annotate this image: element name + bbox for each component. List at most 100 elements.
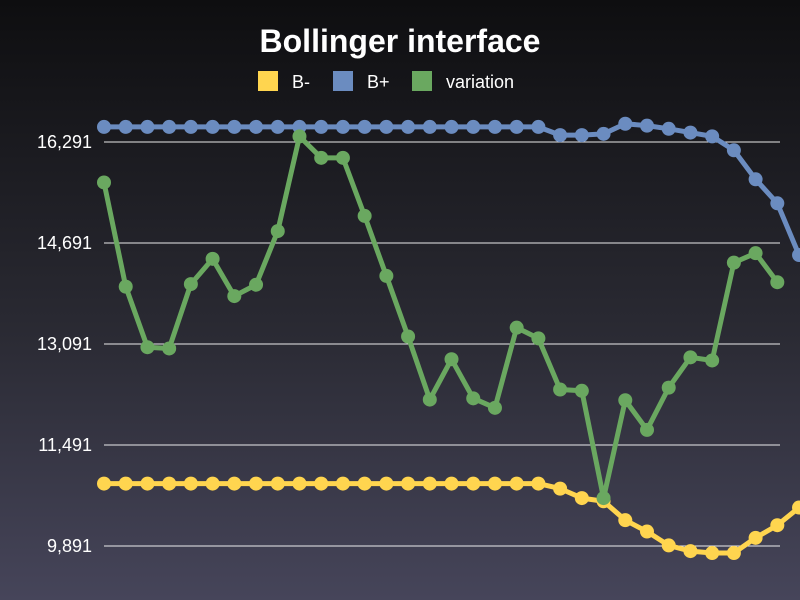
series-1-point-4 — [183, 119, 198, 134]
series-2-point-14 — [401, 329, 416, 344]
legend-label-1: B+ — [367, 72, 390, 92]
series-0-point-5 — [205, 476, 220, 491]
series-2-point-31 — [770, 275, 785, 290]
legend-swatch-Bplus — [333, 71, 353, 91]
series-2-point-29 — [726, 255, 741, 270]
series-0-point-31 — [770, 518, 785, 533]
series-1-point-24 — [618, 116, 633, 131]
series-1-point-29 — [726, 143, 741, 158]
series-0-point-28 — [705, 546, 720, 561]
series-0-point-6 — [227, 476, 242, 491]
series-0-point-14 — [401, 476, 416, 491]
series-2-point-22 — [574, 383, 589, 398]
series-0-point-18 — [487, 476, 502, 491]
series-2-point-12 — [357, 208, 372, 223]
series-2-point-13 — [379, 268, 394, 283]
series-2 — [97, 129, 785, 506]
series-1-point-28 — [705, 129, 720, 144]
series-0-point-17 — [466, 476, 481, 491]
series-1-point-26 — [661, 121, 676, 136]
series-2-point-23 — [596, 491, 611, 506]
series-1-point-19 — [509, 119, 524, 134]
series-1-point-17 — [466, 119, 481, 134]
series-2-point-17 — [466, 391, 481, 406]
series-1-point-12 — [357, 119, 372, 134]
series-2-point-24 — [618, 393, 633, 408]
series-2-point-6 — [227, 289, 242, 304]
series-1-point-13 — [379, 119, 394, 134]
series-0-point-30 — [748, 530, 763, 545]
series-2-point-3 — [162, 341, 177, 356]
series-2-point-25 — [640, 422, 654, 437]
series-1-point-10 — [314, 119, 329, 134]
series-0-point-19 — [509, 476, 524, 491]
series-1-point-20 — [531, 119, 546, 134]
series-1-point-6 — [227, 119, 242, 134]
series-2-point-28 — [705, 353, 720, 368]
series-1-point-18 — [487, 119, 502, 134]
series-2-point-11 — [335, 150, 350, 165]
series-0-point-13 — [379, 476, 394, 491]
series-0 — [97, 476, 800, 561]
series-1-point-30 — [748, 172, 763, 187]
series-0-point-0 — [97, 476, 111, 491]
legend-label-0: B- — [292, 72, 310, 92]
series-layer — [97, 116, 800, 561]
legend-swatch-Bminus — [258, 71, 278, 91]
series-0-point-29 — [726, 546, 741, 561]
series-1-point-2 — [140, 119, 155, 134]
series-1-point-5 — [205, 119, 220, 134]
y-axis-tick-labels: 9,891 11,491 13,091 14,691 16,291 — [37, 132, 92, 556]
series-1-point-7 — [249, 119, 264, 134]
legend: B- B+ variation — [258, 71, 514, 92]
series-1-point-14 — [401, 119, 416, 134]
series-2-point-9 — [292, 129, 307, 144]
series-2-point-5 — [205, 251, 220, 266]
series-0-point-20 — [531, 476, 546, 491]
series-1-point-0 — [97, 119, 111, 134]
series-0-point-8 — [270, 476, 285, 491]
series-1 — [97, 116, 800, 263]
series-2-point-16 — [444, 352, 459, 367]
series-1-point-8 — [270, 119, 285, 134]
series-0-point-12 — [357, 476, 372, 491]
series-1-point-22 — [574, 128, 589, 143]
y-tick-label-0: 9,891 — [47, 536, 92, 556]
series-0-point-21 — [553, 481, 568, 496]
series-2-point-7 — [249, 277, 264, 292]
legend-label-2: variation — [446, 72, 514, 92]
series-0-point-16 — [444, 476, 459, 491]
series-0-point-2 — [140, 476, 155, 491]
series-1-point-11 — [335, 119, 350, 134]
series-1-point-23 — [596, 126, 611, 141]
series-1-point-25 — [640, 118, 654, 133]
series-1-point-1 — [118, 119, 133, 134]
series-0-point-26 — [661, 538, 676, 553]
series-2-point-18 — [487, 400, 502, 415]
series-line-1 — [101, 121, 800, 258]
series-2-point-20 — [531, 331, 546, 346]
series-0-point-15 — [422, 476, 437, 491]
series-2-point-27 — [683, 350, 698, 365]
chart-title: Bollinger interface — [260, 23, 541, 59]
series-0-point-4 — [183, 476, 198, 491]
series-0-point-3 — [162, 476, 177, 491]
series-0-point-10 — [314, 476, 329, 491]
series-2-point-10 — [314, 150, 329, 165]
y-tick-label-2: 13,091 — [37, 334, 92, 354]
series-0-point-24 — [618, 513, 633, 528]
series-2-point-2 — [140, 340, 155, 355]
series-2-point-19 — [509, 320, 524, 335]
series-0-point-9 — [292, 476, 307, 491]
series-0-point-22 — [574, 491, 589, 506]
series-2-point-30 — [748, 246, 763, 261]
series-2-point-8 — [270, 224, 285, 239]
series-1-point-16 — [444, 119, 459, 134]
series-1-point-3 — [162, 119, 177, 134]
series-0-point-7 — [249, 476, 264, 491]
series-1-point-32 — [792, 248, 800, 263]
series-line-0 — [101, 481, 800, 556]
series-2-point-21 — [553, 382, 568, 397]
series-2-point-1 — [118, 279, 133, 294]
